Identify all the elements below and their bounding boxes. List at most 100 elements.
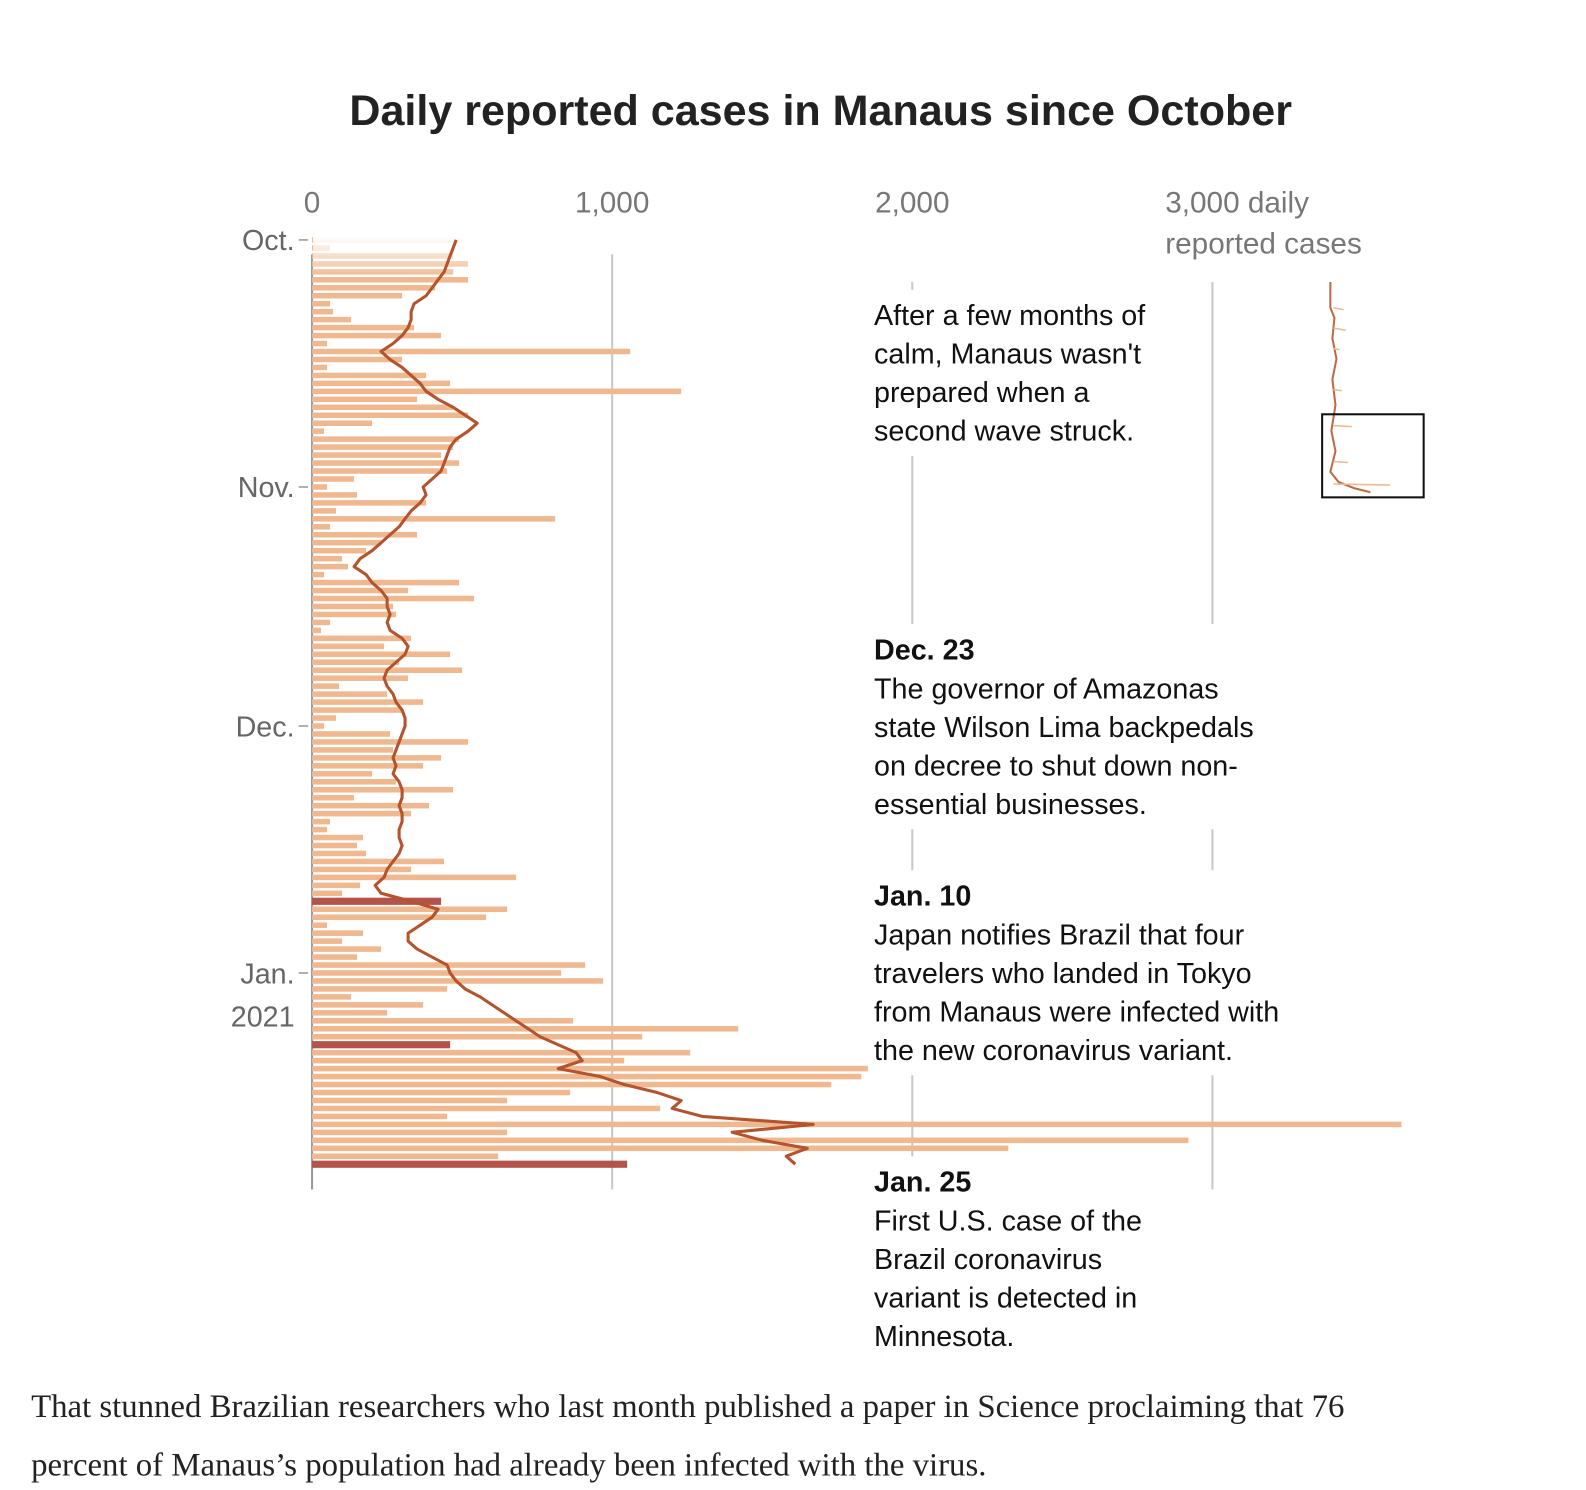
bar [312, 1153, 499, 1160]
bar [312, 292, 403, 299]
bar [312, 1073, 862, 1080]
bar [312, 763, 424, 769]
annotation: Jan. 25 First U.S. case of the Brazil coro… [867, 1156, 1149, 1362]
bar [312, 372, 427, 379]
bar [312, 460, 460, 466]
bar [312, 539, 382, 546]
bar [312, 332, 442, 339]
bar [312, 794, 355, 801]
annotation-text: travelers who landed in Tokyo [874, 958, 1252, 990]
annotation-text: First U.S. case of the [874, 1206, 1142, 1238]
annotation: Dec. 23 The governor of Amazonas state Wil… [867, 624, 1260, 830]
bar [312, 1026, 739, 1032]
bar [312, 946, 382, 952]
highlight-bar [312, 1041, 451, 1049]
bar [312, 1049, 691, 1056]
bar [312, 802, 430, 809]
bar [312, 691, 388, 697]
body-text: That stunned Brazilian researchers who l… [31, 1389, 1344, 1425]
bar [312, 771, 373, 777]
bar [312, 651, 451, 658]
bar [312, 866, 412, 873]
bar [312, 356, 403, 363]
bar [312, 428, 325, 434]
bar [312, 587, 409, 594]
bar [312, 675, 409, 681]
bar [312, 324, 415, 331]
annotation-text: on decree to shut down non- [874, 750, 1238, 782]
x-axis-label: reported cases [1165, 227, 1362, 260]
bar [312, 516, 556, 522]
bar [312, 938, 343, 944]
bar [312, 547, 367, 554]
bar [312, 954, 358, 960]
bar [312, 826, 328, 833]
annotation-text: After a few months of [874, 300, 1146, 332]
bar [312, 308, 334, 315]
bar [312, 699, 424, 705]
bar [312, 850, 367, 857]
bar [312, 994, 352, 1000]
bar [312, 492, 358, 498]
bar [312, 1097, 508, 1104]
bar [312, 810, 412, 817]
bar [312, 1057, 625, 1064]
bar [312, 779, 397, 785]
bar [312, 1010, 388, 1016]
bar [312, 611, 397, 618]
bar [312, 922, 328, 928]
bar [312, 1018, 574, 1024]
bar [312, 380, 451, 387]
annotation-text: Japan notifies Brazil that four [874, 919, 1245, 951]
y-tick-label: Dec. [236, 711, 295, 743]
bar [312, 404, 454, 411]
bar [312, 874, 517, 881]
annotation-text: prepared when a [874, 377, 1089, 409]
bar [312, 858, 445, 865]
bar [312, 715, 337, 721]
body-text: percent of Manaus’s population had alrea… [31, 1448, 986, 1484]
annotation-text: The governor of Amazonas [874, 673, 1219, 705]
annotation-text: from Manaus were infected with [874, 997, 1279, 1029]
bar [312, 412, 469, 419]
bar [312, 595, 475, 602]
bar [312, 1033, 643, 1040]
bar [312, 1081, 832, 1088]
bar [312, 364, 328, 371]
x-tick-label: 3,000 daily [1165, 186, 1309, 219]
bar [312, 436, 460, 442]
bar [312, 834, 364, 841]
bar [312, 818, 331, 825]
bar [312, 755, 442, 761]
bar [312, 420, 373, 426]
annotation-bg [867, 870, 1286, 1076]
bar [312, 635, 412, 642]
bar [312, 396, 418, 403]
annotation-text: the new coronavirus variant. [874, 1035, 1233, 1067]
bar [312, 723, 325, 729]
bar [312, 1065, 1069, 1072]
bar [312, 316, 352, 323]
y-tick-label: Jan. [240, 958, 294, 990]
y-tick-label: Oct. [242, 225, 295, 257]
highlight-bar [312, 1160, 628, 1168]
overview-inset [1321, 282, 1425, 499]
bar [312, 970, 562, 976]
bar [312, 277, 469, 283]
annotation: Jan. 10 Japan notifies Brazil that four tr… [867, 870, 1286, 1076]
bar [312, 930, 364, 936]
bar [312, 508, 337, 514]
bar [312, 300, 331, 307]
annotation-text: state Wilson Lima backpedals [874, 712, 1254, 744]
bar [312, 786, 454, 793]
bar [312, 1137, 1189, 1144]
bar [312, 444, 454, 450]
bar [312, 555, 343, 562]
bar [312, 643, 385, 650]
bar [312, 659, 400, 666]
inset-frame [1321, 413, 1425, 499]
bar [312, 627, 322, 634]
annotation-text: variant is detected in [874, 1283, 1137, 1315]
bar [312, 986, 448, 992]
